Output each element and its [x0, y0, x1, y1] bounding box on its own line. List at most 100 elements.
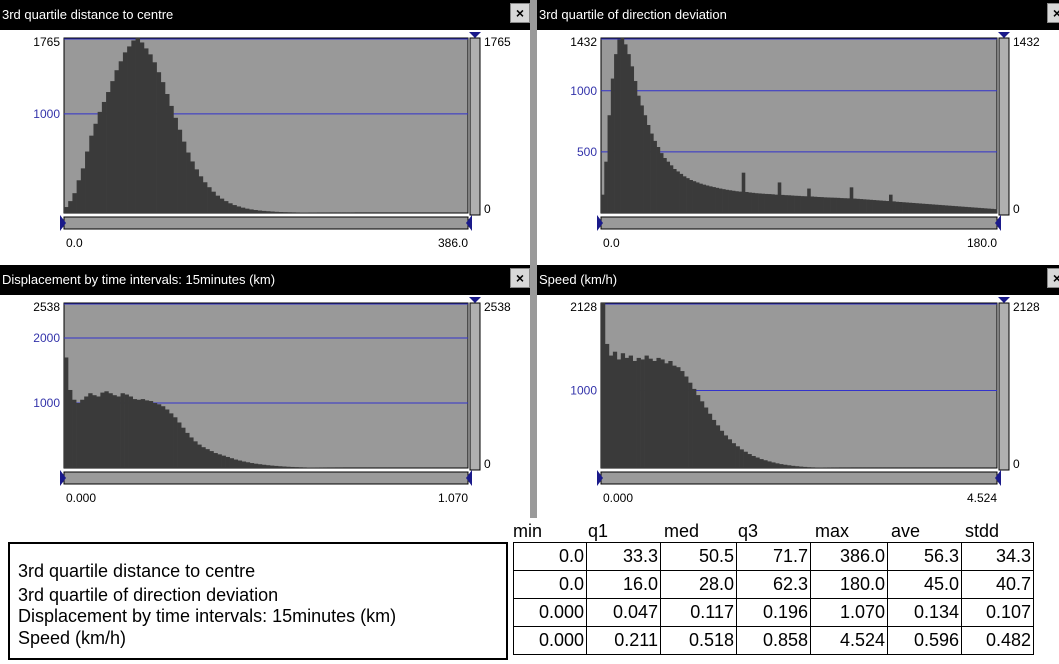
histogram-bar — [817, 196, 821, 213]
histogram-bar — [152, 402, 158, 468]
histogram-bar — [604, 161, 608, 213]
histogram-bar — [628, 355, 633, 468]
histogram-bar — [727, 439, 732, 468]
histogram-bar — [686, 178, 690, 213]
histogram-bar — [941, 205, 945, 213]
histogram-bar — [700, 401, 705, 468]
histogram-bar — [862, 199, 867, 213]
range-handle-left-icon — [597, 215, 603, 231]
histogram-bar — [202, 182, 208, 213]
histogram-bar — [705, 185, 710, 213]
histogram-bar — [977, 207, 981, 213]
histogram-plot[interactable]: 2000 1000 2538 2538 0 0.000 1.070 — [0, 295, 530, 520]
horizontal-splitter[interactable] — [0, 255, 530, 261]
histogram-plot[interactable]: 1000 2128 2128 0 0.000 4.524 — [537, 295, 1059, 520]
histogram-bar — [711, 419, 717, 468]
histogram-bar — [672, 365, 677, 468]
close-icon[interactable]: × — [1047, 268, 1059, 288]
histogram-bar — [257, 464, 263, 468]
table-cell: 0.0 — [513, 570, 587, 599]
histogram-bar — [118, 61, 124, 213]
histogram-bar — [181, 141, 187, 213]
row-name: Speed (km/h) — [18, 628, 127, 648]
row-name: Displacement by time intervals: 15minute… — [18, 606, 397, 626]
histogram-bar — [823, 197, 828, 213]
table-cell: 1.070 — [810, 598, 888, 627]
histogram-bar — [761, 193, 765, 213]
histogram-bar — [92, 395, 97, 468]
table-cell: 0.0 — [513, 542, 587, 571]
table-row: 0.0 33.3 50.5 71.7 386.0 56.3 34.3 — [513, 542, 1034, 571]
histogram-bar — [898, 202, 903, 213]
histogram-bar — [718, 188, 723, 213]
x-max-label: 180.0 — [967, 236, 997, 250]
histogram-bar — [846, 198, 851, 213]
y-zero-label: 0 — [1013, 457, 1020, 471]
close-icon[interactable]: × — [510, 3, 530, 23]
histogram-bar — [668, 360, 673, 468]
y-zero-label: 0 — [484, 457, 491, 471]
histogram-bar — [616, 359, 622, 468]
histogram-bar — [725, 189, 729, 213]
vertical-splitter[interactable] — [530, 0, 537, 518]
histogram-bar — [173, 117, 178, 213]
histogram-bar — [257, 210, 263, 213]
histogram-bar — [934, 204, 939, 213]
y-range-handle-icon — [998, 297, 1010, 303]
histogram-plot[interactable]: 1000 500 1432 1432 0 0.0 180.0 — [537, 30, 1059, 265]
y-tick-label: 1000 — [33, 396, 60, 410]
close-icon[interactable]: × — [510, 268, 530, 288]
histogram-bar — [114, 70, 120, 213]
histogram-bar — [644, 355, 649, 468]
col-header-stdd: stdd — [965, 521, 1000, 541]
histogram-bar — [767, 194, 772, 213]
histogram-bar — [143, 48, 149, 213]
close-icon[interactable]: × — [1047, 3, 1059, 23]
histogram-bar — [84, 396, 89, 468]
col-header-med: med — [664, 521, 700, 541]
histogram-bar — [751, 455, 756, 468]
histogram-bar — [800, 196, 805, 213]
histogram-bar — [774, 194, 779, 213]
panel-title: 3rd quartile of direction deviation — [537, 0, 1059, 30]
histogram-bar — [695, 182, 700, 213]
histogram-bar — [692, 181, 697, 213]
histogram-bar — [908, 202, 913, 213]
histogram-bar — [869, 199, 873, 213]
histogram-bar — [764, 193, 769, 213]
histogram-bar — [664, 363, 669, 468]
histogram-bar — [771, 462, 776, 468]
histogram-bar — [76, 180, 82, 213]
histogram-bar — [707, 413, 713, 468]
histogram-bar — [193, 441, 198, 468]
histogram-bar — [709, 186, 713, 213]
histogram-bar — [237, 460, 243, 468]
histogram-bar — [918, 203, 923, 213]
histogram-bar — [905, 202, 909, 213]
histogram-bar — [836, 197, 841, 213]
histogram-bar — [931, 204, 936, 213]
histogram-bar — [719, 430, 725, 468]
histogram-bar — [160, 82, 166, 213]
x-range-slider — [63, 471, 469, 485]
histogram-bar — [659, 153, 664, 213]
histogram-bar — [140, 399, 146, 468]
histogram-bar — [872, 200, 877, 213]
table-cell: 0.000 — [513, 598, 587, 627]
x-min-label: 0.000 — [66, 491, 96, 505]
panel-title: Speed (km/h) — [537, 265, 1059, 295]
histogram-bar — [787, 465, 792, 468]
histogram-bar — [223, 201, 229, 213]
histogram-bar — [623, 44, 628, 213]
histogram-bar — [895, 201, 900, 213]
histogram-bar — [617, 39, 621, 214]
histogram-bar — [80, 399, 85, 468]
histogram-bar — [853, 198, 857, 213]
histogram-plot[interactable]: 1000 1765 1765 0 0.0 386.0 — [0, 30, 530, 265]
histogram-bar — [610, 78, 615, 213]
histogram-bar — [660, 359, 665, 468]
histogram-bar — [738, 191, 743, 213]
histogram-bar — [779, 464, 784, 468]
table-cell: 16.0 — [586, 570, 661, 599]
histogram-bar — [160, 406, 166, 468]
